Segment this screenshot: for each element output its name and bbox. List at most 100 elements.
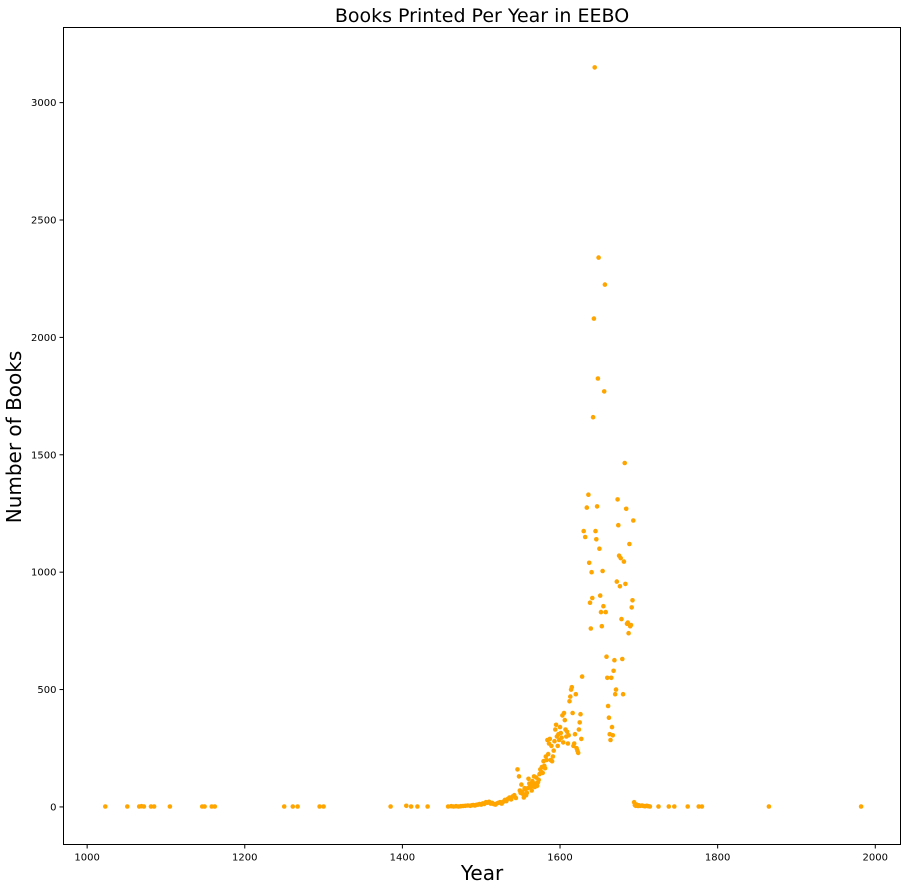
data-points [103,65,864,809]
data-point [575,750,581,756]
data-point [553,727,558,732]
data-point [593,528,598,534]
data-point [549,743,554,749]
data-point [584,505,590,510]
data-point [565,741,571,746]
x-axis-label: Year [460,861,504,885]
y-axis-ticks: 0 500 1000 1500 2000 2500 3000 [31,98,64,813]
data-point [577,720,582,725]
y-axis-label: Number of Books [2,351,26,524]
data-point [601,389,607,394]
data-point [567,699,572,704]
data-point [103,804,108,809]
data-point [630,598,635,603]
data-point [551,748,556,753]
data-point [570,710,575,716]
data-point [622,460,627,466]
data-point [604,654,609,659]
data-point [605,675,610,681]
data-point [597,593,603,598]
data-point [515,767,520,772]
data-point [599,623,605,629]
data-point [614,579,620,584]
data-point [529,788,534,793]
data-point [609,724,615,730]
x-tick-label: 2000 [863,853,888,864]
data-point [766,804,772,809]
data-point [623,581,628,587]
data-point [590,595,595,601]
data-point [295,804,300,809]
data-point [547,736,553,742]
data-point [666,804,672,809]
y-tick-label: 3000 [31,98,56,109]
data-point [321,804,326,809]
data-point [553,722,559,728]
data-point [141,804,147,809]
data-point [594,504,600,509]
data-point [290,804,296,809]
data-point [611,668,616,674]
data-point [516,774,522,779]
data-point [581,528,586,534]
y-tick-label: 1000 [31,568,56,579]
data-point [212,804,218,809]
data-point [526,776,531,782]
data-point [605,703,611,709]
data-point [699,804,705,809]
x-tick-label: 1200 [232,853,257,864]
data-point [858,804,864,809]
data-point [600,568,605,574]
data-point [685,804,690,809]
data-point [549,758,555,764]
data-point [388,804,393,809]
data-point [620,691,626,697]
y-tick-label: 0 [50,802,56,813]
data-point [623,506,629,512]
data-point [561,710,567,716]
data-point [656,804,661,809]
data-point [602,282,608,287]
data-point [579,674,585,679]
data-point [587,600,593,605]
data-point [609,675,614,681]
data-point [672,804,677,809]
data-point [566,733,571,738]
data-point [555,743,560,749]
x-axis-ticks: 1000 1200 1400 1600 1800 2000 [74,844,888,864]
data-point [125,804,130,809]
data-point [628,622,634,628]
data-point [610,733,616,738]
data-point [317,804,322,809]
data-point [202,804,207,809]
data-point [552,738,557,744]
data-point [619,616,624,622]
data-point [151,804,157,809]
data-point [404,803,409,809]
data-point [569,684,575,690]
data-point [601,603,606,609]
data-point [606,715,612,720]
data-point [167,804,173,809]
data-point [524,790,530,796]
data-point [590,414,596,420]
data-point [578,711,583,717]
data-point [594,537,599,542]
data-point [616,522,621,528]
data-point [562,717,568,723]
data-point [568,694,573,699]
data-point [592,65,597,70]
data-point [598,609,604,615]
data-point [572,731,578,737]
data-point [586,492,591,498]
data-point [573,691,579,697]
data-point [536,777,541,783]
data-point [576,727,582,732]
data-point [627,541,632,547]
data-point [560,740,566,745]
data-point [631,518,636,523]
data-point [559,735,564,740]
x-tick-label: 1800 [705,853,730,864]
